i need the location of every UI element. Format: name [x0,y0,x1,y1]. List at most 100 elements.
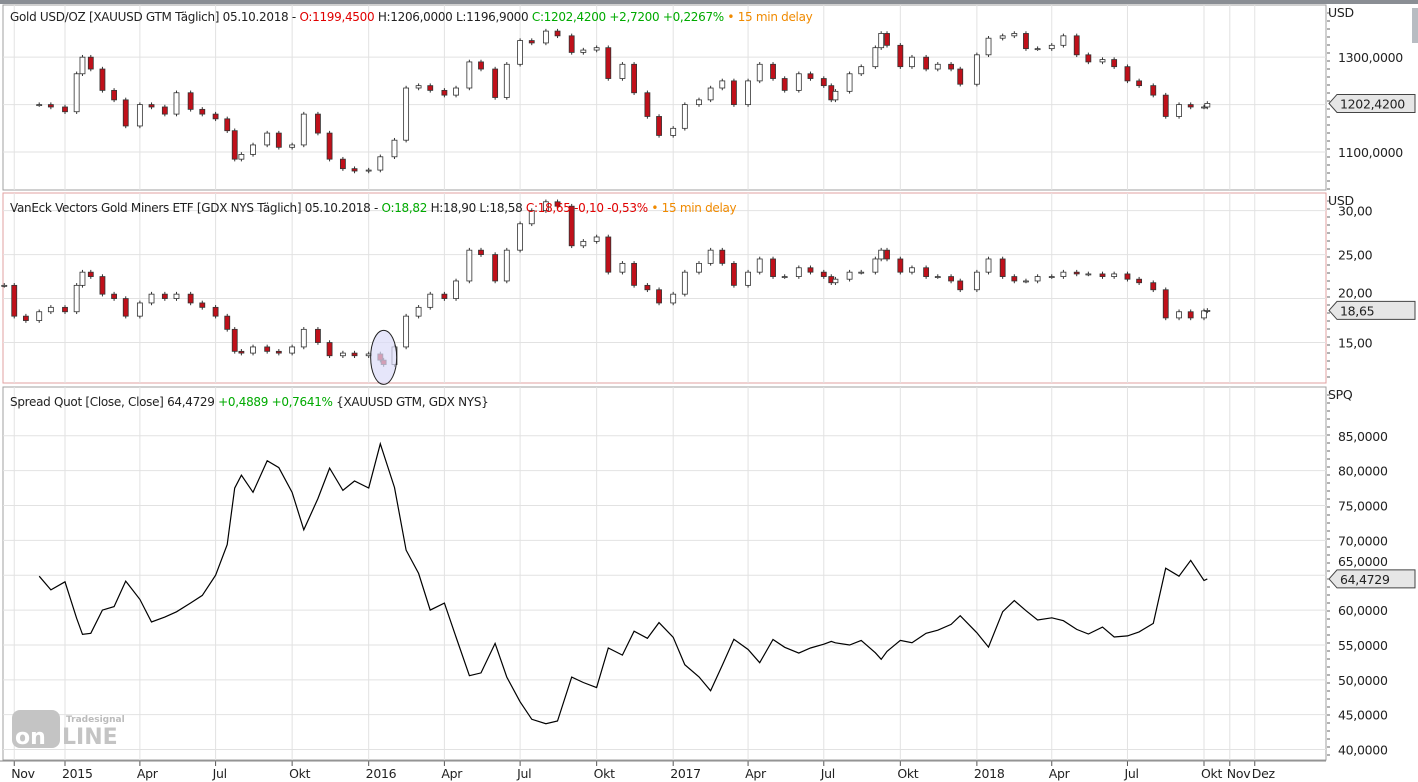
gold-title: Gold USD/OZ [XAUUSD GTM Täglich] 05.10.2… [10,10,296,24]
gold-candle [403,87,410,141]
gdx-candle [224,315,231,330]
gdx-candle [1136,278,1143,284]
gdx-close: C:18,65 -0,10 -0,53% [525,201,648,215]
gold-y-tick-label: 1100,0000 [1338,145,1403,160]
x-tick-label: Okt [289,766,310,781]
gdx-candle [289,346,296,354]
gold-candle [136,104,143,127]
gold-candle [1150,85,1157,96]
x-tick-label: 2017 [670,766,701,781]
gold-open: O:1199,4500 [299,10,375,24]
gold-candle [36,104,43,107]
gold-candle [593,47,600,51]
gdx-candle [173,293,180,299]
gold-candle [872,47,879,68]
gold-candle [87,56,94,70]
gdx-candle [568,205,575,247]
spread-y-tick-label: 80,0000 [1338,464,1388,479]
spread-sources: {XAUUSD GTM, GDX NYS} [336,395,489,409]
gdx-candle [1111,273,1118,277]
gdx-candle [731,262,737,286]
gold-candle [187,92,194,110]
gold-candle [275,132,282,148]
gdx-candle [415,306,422,317]
gold-candle [339,158,346,170]
gdx-candle [315,328,321,343]
gdx-candle [670,293,677,304]
gold-candle [1073,35,1080,56]
gdx-candle [948,276,954,282]
gold-candle [492,68,499,98]
spread-y-tick-label: 40,0000 [1338,743,1388,758]
gold-candle [670,127,677,136]
gdx-last-price-label: 18,65 [1340,303,1374,318]
gold-candle [300,113,307,146]
gdx-candle [756,258,763,273]
gdx-candle [884,249,890,260]
gold-candle [99,68,106,91]
gold-candle [631,63,637,94]
gold-y-tick-label: 1300,0000 [1338,50,1403,65]
gdx-candle [897,258,904,273]
gdx-y-tick-label: 30,00 [1338,204,1373,219]
scrollbar-thumb [1412,8,1418,43]
gold-candle [923,56,930,70]
gold-candle [148,104,155,108]
gdx-candle [681,271,688,295]
gdx-candle [923,267,930,277]
gold-candle [731,80,737,106]
gold-candle [224,118,231,132]
gdx-candle [136,302,143,317]
gdx-candle [528,210,535,225]
gold-last-price-tag [1328,93,1416,113]
gold-candle [62,106,68,113]
gold-candle [111,89,117,101]
gdx-candle [1176,311,1182,319]
x-tick-label: Nov [11,766,35,781]
gold-candle [264,132,271,146]
gdx-candle [770,258,776,277]
gold-candle [580,49,587,53]
gold-candle [909,56,915,68]
gdx-candle [1023,280,1029,283]
gdx-candle [250,346,256,354]
gdx-candle [1048,276,1055,278]
tradesignal-online-logo: Tradesignal on LINE [12,710,125,750]
highlight-ellipse [370,329,398,385]
gdx-candle [351,352,358,357]
gdx-low: L:18,58 [479,201,523,215]
gold-candle [696,99,702,106]
gdx-candle [631,262,637,286]
gdx-candle [1,284,8,287]
gdx-candle [542,201,549,211]
gold-candle [707,87,714,101]
gold-candle [161,106,168,115]
spread-change: +0,4889 +0,7641% [218,395,333,409]
x-tick-label: Jul [516,766,531,781]
gdx-candle [99,276,106,295]
gold-candle [832,90,839,101]
gold-candle [503,63,510,98]
gold-candle [897,44,904,68]
gdx-candle [719,249,726,264]
gdx-candle [1150,282,1157,291]
gold-candle [568,35,575,53]
spread-y-tick-label: 85,0000 [1338,429,1388,444]
gold-candle [231,130,238,160]
x-tick-label: Apr [137,766,159,781]
gold-candle [478,61,484,70]
spread-value: 64,4729 [167,395,215,409]
gdx-delay: • 15 min delay [651,201,737,215]
gdx-candle [605,236,612,273]
gdx-candle [1085,273,1092,276]
svg-text:Tradesignal: Tradesignal [66,715,125,725]
gdx-candle [1011,276,1018,282]
gdx-title: VanEck Vectors Gold Miners ETF [GDX NYS … [10,201,379,215]
gdx-candle [846,271,853,280]
gdx-candle [441,293,448,299]
gold-candle [1060,35,1067,46]
gdx-candle [973,271,980,291]
gold-candle [878,33,885,49]
gold-candle [1176,104,1182,117]
